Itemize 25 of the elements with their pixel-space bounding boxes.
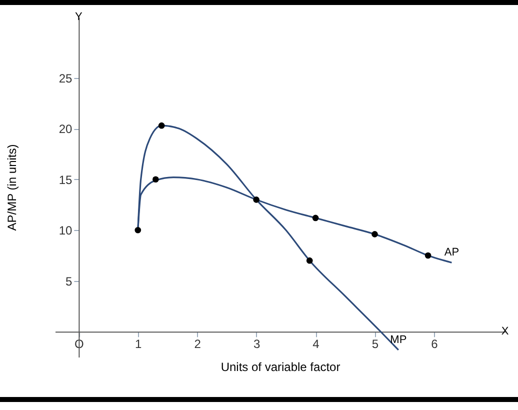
y-tick-label: 20 — [58, 122, 72, 136]
annotation: Y — [75, 11, 84, 23]
point — [306, 257, 313, 264]
x-tick-label: 1 — [135, 337, 142, 352]
point — [253, 196, 260, 203]
x-axis-title: Units of variable factor — [220, 360, 340, 374]
x-tick-label: 4 — [312, 337, 320, 352]
x-tick-label: 2 — [194, 337, 202, 352]
point — [372, 231, 378, 238]
y-tick-label: 15 — [58, 172, 72, 187]
y-tick-label: 5 — [65, 274, 72, 288]
point — [424, 252, 432, 259]
series-label: AP — [444, 246, 460, 259]
y-tick-label: 25 — [58, 71, 72, 86]
y-tick-label: 10 — [58, 224, 72, 238]
point — [152, 176, 159, 183]
annotation: X — [501, 326, 510, 338]
x-tick-label: 6 — [431, 337, 438, 352]
x-tick-label: 3 — [253, 337, 260, 352]
point — [158, 122, 165, 129]
x-tick-label: 5 — [372, 337, 379, 352]
point — [134, 226, 142, 234]
point — [312, 214, 319, 222]
series-label: MP — [390, 334, 407, 346]
y-axis-title: AP/MP (in units) — [4, 144, 19, 231]
